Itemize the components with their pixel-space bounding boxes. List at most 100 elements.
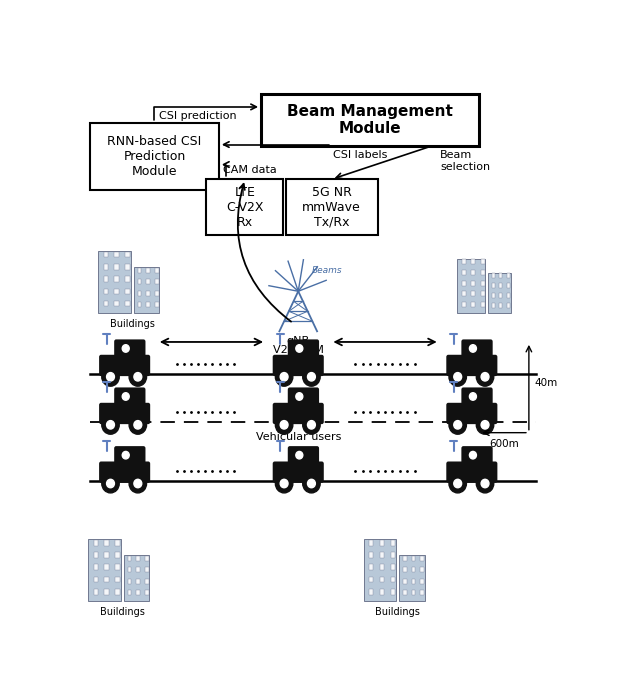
FancyBboxPatch shape [104,577,109,582]
FancyBboxPatch shape [420,568,424,572]
FancyBboxPatch shape [492,304,495,308]
FancyBboxPatch shape [507,273,510,278]
FancyBboxPatch shape [136,579,140,584]
FancyBboxPatch shape [115,252,119,257]
FancyBboxPatch shape [104,552,109,558]
FancyBboxPatch shape [93,552,98,558]
Circle shape [275,474,293,493]
FancyBboxPatch shape [104,288,108,295]
FancyBboxPatch shape [145,556,148,561]
Circle shape [454,480,461,488]
FancyBboxPatch shape [446,462,497,483]
FancyBboxPatch shape [104,277,108,282]
Text: LTE
C-V2X
Rx: LTE C-V2X Rx [226,186,264,229]
FancyBboxPatch shape [147,302,150,307]
FancyBboxPatch shape [273,403,324,424]
FancyBboxPatch shape [446,403,497,424]
FancyBboxPatch shape [93,589,98,595]
Circle shape [134,421,142,429]
FancyBboxPatch shape [104,589,109,595]
FancyBboxPatch shape [155,279,159,284]
FancyBboxPatch shape [136,568,140,572]
FancyBboxPatch shape [114,340,145,359]
FancyBboxPatch shape [481,292,484,297]
Circle shape [469,393,476,401]
Text: Buildings: Buildings [109,319,154,329]
FancyBboxPatch shape [492,283,495,288]
FancyBboxPatch shape [412,579,415,584]
Circle shape [280,373,288,381]
FancyBboxPatch shape [125,252,129,257]
FancyBboxPatch shape [380,577,384,582]
FancyBboxPatch shape [104,565,109,570]
Circle shape [129,415,147,435]
FancyBboxPatch shape [138,290,141,296]
Text: 40m: 40m [535,378,558,388]
FancyBboxPatch shape [481,270,484,275]
FancyBboxPatch shape [369,589,374,595]
Text: RNN-based CSI
Prediction
Module: RNN-based CSI Prediction Module [108,135,202,178]
FancyBboxPatch shape [115,589,120,595]
FancyBboxPatch shape [115,540,120,545]
Circle shape [134,480,142,488]
FancyBboxPatch shape [207,179,284,235]
FancyBboxPatch shape [90,123,219,190]
FancyBboxPatch shape [155,302,159,307]
Circle shape [280,480,288,488]
FancyBboxPatch shape [104,264,108,270]
FancyBboxPatch shape [499,283,502,288]
Circle shape [303,367,320,386]
FancyBboxPatch shape [145,579,148,584]
FancyBboxPatch shape [412,568,415,572]
Circle shape [134,373,142,381]
Text: Vehicular users: Vehicular users [255,432,341,441]
Circle shape [476,415,494,435]
FancyBboxPatch shape [507,283,510,288]
Text: gNB: gNB [287,335,310,346]
FancyBboxPatch shape [115,264,119,270]
FancyBboxPatch shape [420,556,424,561]
FancyBboxPatch shape [99,462,150,483]
FancyBboxPatch shape [471,281,475,286]
FancyBboxPatch shape [288,340,319,359]
FancyBboxPatch shape [364,539,396,601]
Text: CAM data: CAM data [223,165,277,175]
Circle shape [129,367,147,386]
FancyBboxPatch shape [261,94,479,146]
FancyBboxPatch shape [507,304,510,308]
Circle shape [449,367,467,386]
FancyBboxPatch shape [273,462,324,483]
FancyBboxPatch shape [399,555,425,601]
Circle shape [275,367,293,386]
FancyBboxPatch shape [412,590,415,595]
Circle shape [296,451,303,459]
FancyBboxPatch shape [147,268,150,273]
FancyBboxPatch shape [481,302,484,307]
FancyBboxPatch shape [369,565,374,570]
FancyBboxPatch shape [104,252,108,257]
FancyBboxPatch shape [138,279,141,284]
Circle shape [102,367,119,386]
Circle shape [449,415,467,435]
FancyBboxPatch shape [104,301,108,306]
FancyBboxPatch shape [446,355,497,376]
Text: CSI prediction: CSI prediction [159,110,237,121]
FancyBboxPatch shape [115,288,119,295]
FancyBboxPatch shape [369,577,374,582]
FancyBboxPatch shape [390,540,395,545]
FancyBboxPatch shape [471,259,475,264]
FancyBboxPatch shape [403,568,406,572]
Circle shape [469,451,476,459]
Circle shape [481,480,489,488]
FancyBboxPatch shape [99,252,131,313]
Circle shape [303,474,320,493]
Circle shape [303,415,320,435]
FancyBboxPatch shape [403,579,406,584]
FancyBboxPatch shape [369,552,374,558]
FancyBboxPatch shape [461,281,466,286]
Circle shape [129,474,147,493]
FancyBboxPatch shape [390,577,395,582]
FancyBboxPatch shape [380,540,384,545]
FancyBboxPatch shape [461,302,466,307]
FancyBboxPatch shape [115,277,119,282]
